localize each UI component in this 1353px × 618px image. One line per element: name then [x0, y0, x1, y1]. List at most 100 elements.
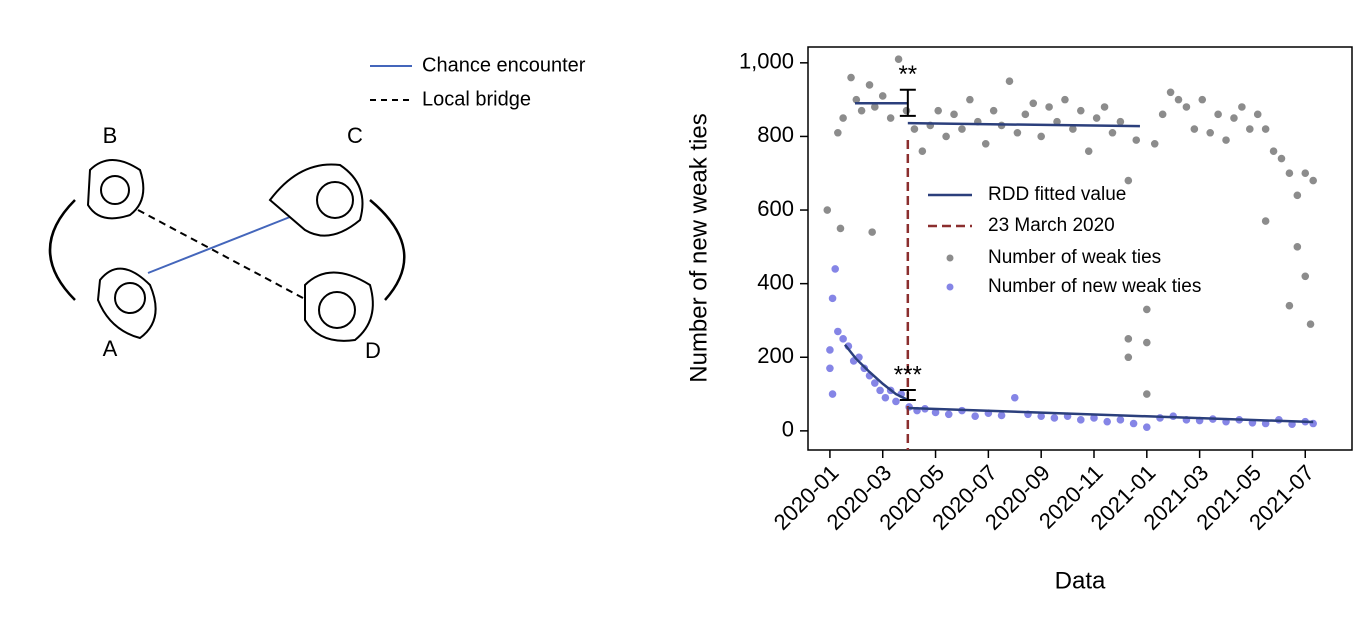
point [1142, 304, 1152, 315]
point [1012, 128, 1023, 138]
point [838, 113, 848, 123]
point [1213, 109, 1223, 119]
legend-label: Local bridge [422, 88, 531, 110]
point [1076, 106, 1086, 116]
point [1020, 109, 1030, 119]
point [833, 128, 843, 138]
person-d [304, 271, 374, 342]
point [1292, 242, 1302, 252]
y-tick-label: 800 [757, 122, 794, 147]
point [891, 396, 901, 407]
person-a [96, 267, 157, 340]
bracket [369, 199, 406, 301]
point [901, 106, 912, 116]
point [1142, 389, 1152, 399]
legend-label: Number of new weak ties [988, 276, 1201, 297]
point [893, 54, 904, 64]
point [944, 409, 954, 419]
point [1131, 135, 1141, 145]
point [1261, 124, 1271, 134]
point [1010, 393, 1020, 403]
point [1197, 95, 1207, 105]
point [909, 124, 920, 134]
y-axis-label: Number of new weak ties [685, 113, 712, 382]
point [1123, 334, 1133, 344]
y-tick-label: 200 [757, 343, 794, 368]
point [878, 91, 888, 101]
point [1221, 135, 1231, 145]
point [1004, 76, 1015, 86]
point [880, 393, 890, 403]
point [1189, 124, 1199, 134]
person-b [86, 159, 145, 220]
point [870, 378, 880, 388]
plot-frame [807, 46, 1353, 451]
point [1036, 131, 1046, 142]
point [1142, 337, 1152, 348]
point [1099, 102, 1110, 112]
point [949, 109, 959, 119]
point [825, 345, 835, 355]
point [827, 293, 838, 303]
legend-label: Number of weak ties [988, 247, 1161, 268]
point [981, 139, 991, 149]
point [1107, 128, 1118, 138]
point [846, 72, 856, 83]
y-tick-label: 1,000 [739, 49, 794, 74]
point [867, 227, 877, 237]
legend-label: Chance encounter [422, 54, 586, 76]
point [1245, 124, 1255, 134]
diagram: Chance encounter Local bridge A B C D [48, 54, 586, 363]
point [1308, 418, 1318, 429]
point [965, 95, 975, 105]
point [1261, 216, 1271, 226]
point [1129, 418, 1139, 429]
point [1123, 352, 1133, 362]
fit-line [907, 121, 1140, 128]
legend-marker [946, 254, 954, 262]
point [957, 124, 967, 134]
point [933, 106, 943, 116]
error-bar [899, 389, 916, 401]
node-label: B [103, 123, 118, 148]
point [1044, 102, 1054, 112]
point [1229, 113, 1239, 123]
point [941, 131, 951, 142]
point [864, 80, 875, 90]
significance: *** [894, 361, 922, 388]
point [1284, 301, 1295, 311]
point [1142, 422, 1152, 432]
node-label: C [347, 123, 363, 148]
point [830, 264, 840, 274]
error-bar [899, 88, 916, 117]
point [835, 223, 846, 234]
x-axis-label: Data [1055, 567, 1106, 594]
point [917, 146, 927, 156]
point [1205, 128, 1215, 138]
y-tick-label: 0 [782, 417, 794, 442]
point [825, 363, 835, 373]
point [1092, 113, 1102, 123]
point [1060, 95, 1070, 105]
y-tick-label: 600 [757, 196, 794, 221]
point [1084, 146, 1094, 156]
point [970, 411, 980, 421]
point [1028, 98, 1038, 108]
point [1158, 109, 1168, 119]
chance-encounter [147, 214, 296, 274]
point [1253, 109, 1263, 119]
point [1292, 190, 1302, 200]
point [1102, 417, 1112, 427]
legend-label: RDD fitted value [988, 184, 1126, 205]
chart: 02004006008001,0002020-012020-032020-052… [685, 49, 1319, 595]
point [833, 326, 843, 337]
point [827, 389, 838, 399]
y-tick-label: 400 [757, 269, 794, 294]
point [1165, 87, 1176, 97]
point [1237, 102, 1247, 112]
legend-label: 23 March 2020 [988, 215, 1115, 236]
point [875, 385, 885, 395]
legend-marker [946, 283, 954, 291]
point [1181, 102, 1192, 112]
